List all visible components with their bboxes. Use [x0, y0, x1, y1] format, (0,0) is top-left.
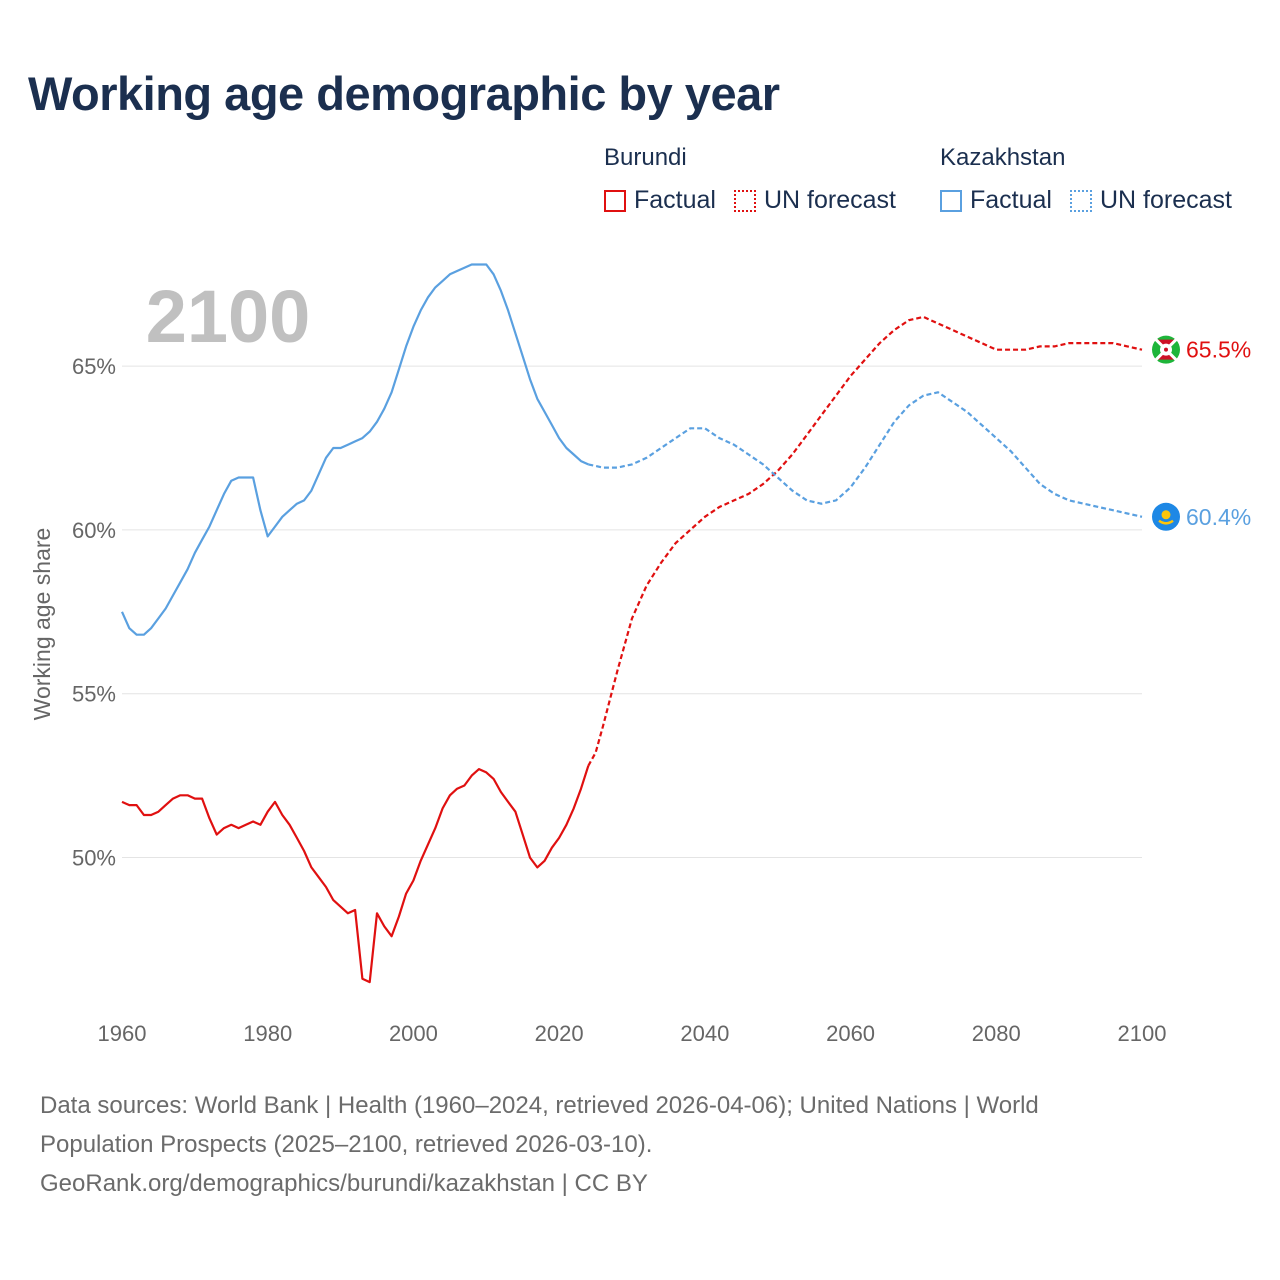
- legend-group-burundi: Burundi Factual UN forecast: [604, 144, 896, 215]
- legend-label: Factual: [634, 186, 716, 214]
- y-tick-label: 60%: [72, 518, 116, 543]
- y-axis-ticks: 50% 55% 60% 65%: [72, 354, 116, 870]
- x-tick-label: 2000: [389, 1021, 438, 1046]
- footer-sources-line1: Data sources: World Bank | Health (1960–…: [40, 1092, 1039, 1119]
- year-watermark: 2100: [146, 275, 311, 358]
- legend-swatch-solid: [604, 189, 626, 212]
- footer-credit: GeoRank.org/demographics/burundi/kazakhs…: [40, 1170, 648, 1197]
- legend-label: Factual: [970, 186, 1052, 214]
- kazakhstan-flag-icon: [1152, 502, 1180, 531]
- legend-item-burundi-forecast[interactable]: UN forecast: [733, 186, 896, 215]
- legend-item-kazakhstan-forecast[interactable]: UN forecast: [1069, 186, 1232, 215]
- burundi-flag-icon: [1152, 335, 1180, 364]
- x-tick-label: 2080: [972, 1021, 1021, 1046]
- line-chart: 2100 50% 55% 60% 65% 1960 1980 2000 2020 2040 20…: [29, 263, 1251, 1046]
- x-tick-label: 2040: [680, 1021, 729, 1046]
- burundi-forecast-line: [587, 315, 1143, 767]
- legend-group-name: Kazakhstan: [940, 144, 1066, 171]
- x-axis-ticks: 1960 1980 2000 2020 2040 2060 2080 2100: [98, 1021, 1167, 1046]
- x-tick-label: 1960: [98, 1021, 147, 1046]
- legend-label: UN forecast: [763, 186, 896, 214]
- x-tick-label: 1980: [243, 1021, 292, 1046]
- burundi-factual-line: [121, 765, 590, 984]
- legend-item-burundi-factual[interactable]: Factual: [604, 186, 716, 215]
- legend-group-kazakhstan: Kazakhstan Factual UN forecast: [940, 144, 1232, 215]
- legend-swatch-dotted: [1069, 189, 1092, 212]
- legend-swatch-dotted: [733, 189, 756, 212]
- series-lines: [120, 263, 1143, 984]
- end-labels: 65.5% 60.4%: [1152, 335, 1251, 531]
- kazakhstan-factual-line: [120, 263, 589, 636]
- burundi-end-value-label: 65.5%: [1186, 337, 1251, 363]
- x-tick-label: 2100: [1118, 1021, 1167, 1046]
- kazakhstan-forecast-line: [588, 391, 1143, 518]
- page-title: Working age demographic by year: [28, 67, 780, 120]
- y-tick-label: 65%: [72, 354, 116, 379]
- footer-sources-line2: Population Prospects (2025–2100, retriev…: [40, 1131, 653, 1158]
- kazakhstan-end-value-label: 60.4%: [1186, 504, 1251, 530]
- legend-label: UN forecast: [1099, 186, 1232, 214]
- x-tick-label: 2060: [826, 1021, 875, 1046]
- gridlines: [122, 365, 1142, 859]
- x-tick-label: 2020: [535, 1021, 584, 1046]
- legend-swatch-solid: [940, 189, 962, 212]
- y-axis-label: Working age share: [29, 528, 55, 721]
- y-tick-label: 50%: [72, 846, 116, 871]
- footer: Data sources: World Bank | Health (1960–…: [40, 1086, 1240, 1203]
- legend-group-name: Burundi: [604, 144, 687, 171]
- y-tick-label: 55%: [72, 682, 116, 707]
- legend-item-kazakhstan-factual[interactable]: Factual: [940, 186, 1052, 215]
